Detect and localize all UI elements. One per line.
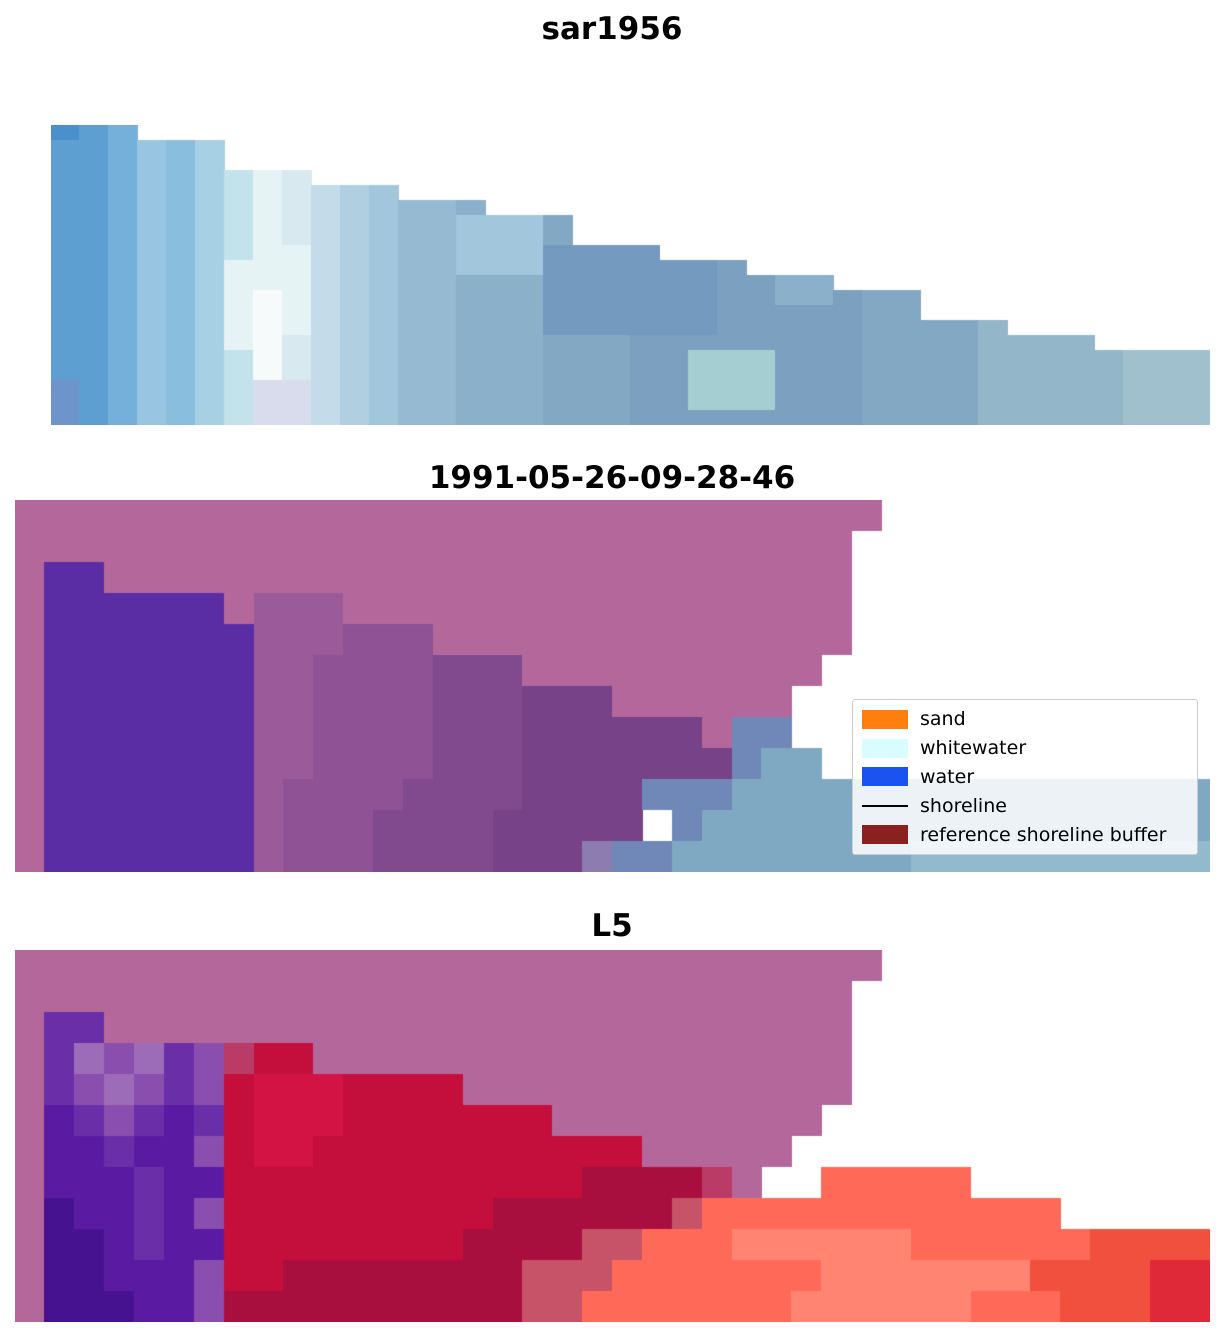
panel-sar1956	[51, 125, 1210, 425]
reference-shoreline-buffer-swatch	[862, 825, 908, 845]
legend-label: water	[920, 765, 975, 788]
panel-title-sar1956: sar1956	[541, 11, 683, 47]
sar1956-image	[51, 125, 1210, 425]
panel-1991-scene: sand whitewater water shoreline reference sh…	[15, 500, 1210, 872]
panel-title-date: 1991-05-26-09-28-46	[428, 460, 796, 496]
legend-label: shoreline	[920, 794, 1007, 817]
water-swatch	[862, 767, 908, 787]
legend-item-sand: sand	[862, 705, 1188, 734]
legend-label: reference shoreline buffer	[920, 823, 1167, 846]
panel-l5	[15, 950, 1210, 1322]
shoreline-swatch	[862, 804, 908, 807]
legend: sand whitewater water shoreline reference sh…	[852, 699, 1198, 855]
legend-item-water: water	[862, 763, 1188, 792]
legend-item-whitewater: whitewater	[862, 734, 1188, 763]
whitewater-swatch	[862, 738, 908, 758]
panel-title-l5: L5	[591, 908, 633, 944]
legend-label: whitewater	[920, 737, 1027, 760]
legend-item-reference-shoreline-buffer: reference shoreline buffer	[862, 820, 1188, 849]
legend-label: sand	[920, 708, 966, 731]
l5-image	[15, 950, 1210, 1322]
sand-swatch	[862, 709, 908, 729]
legend-item-shoreline: shoreline	[862, 791, 1188, 820]
